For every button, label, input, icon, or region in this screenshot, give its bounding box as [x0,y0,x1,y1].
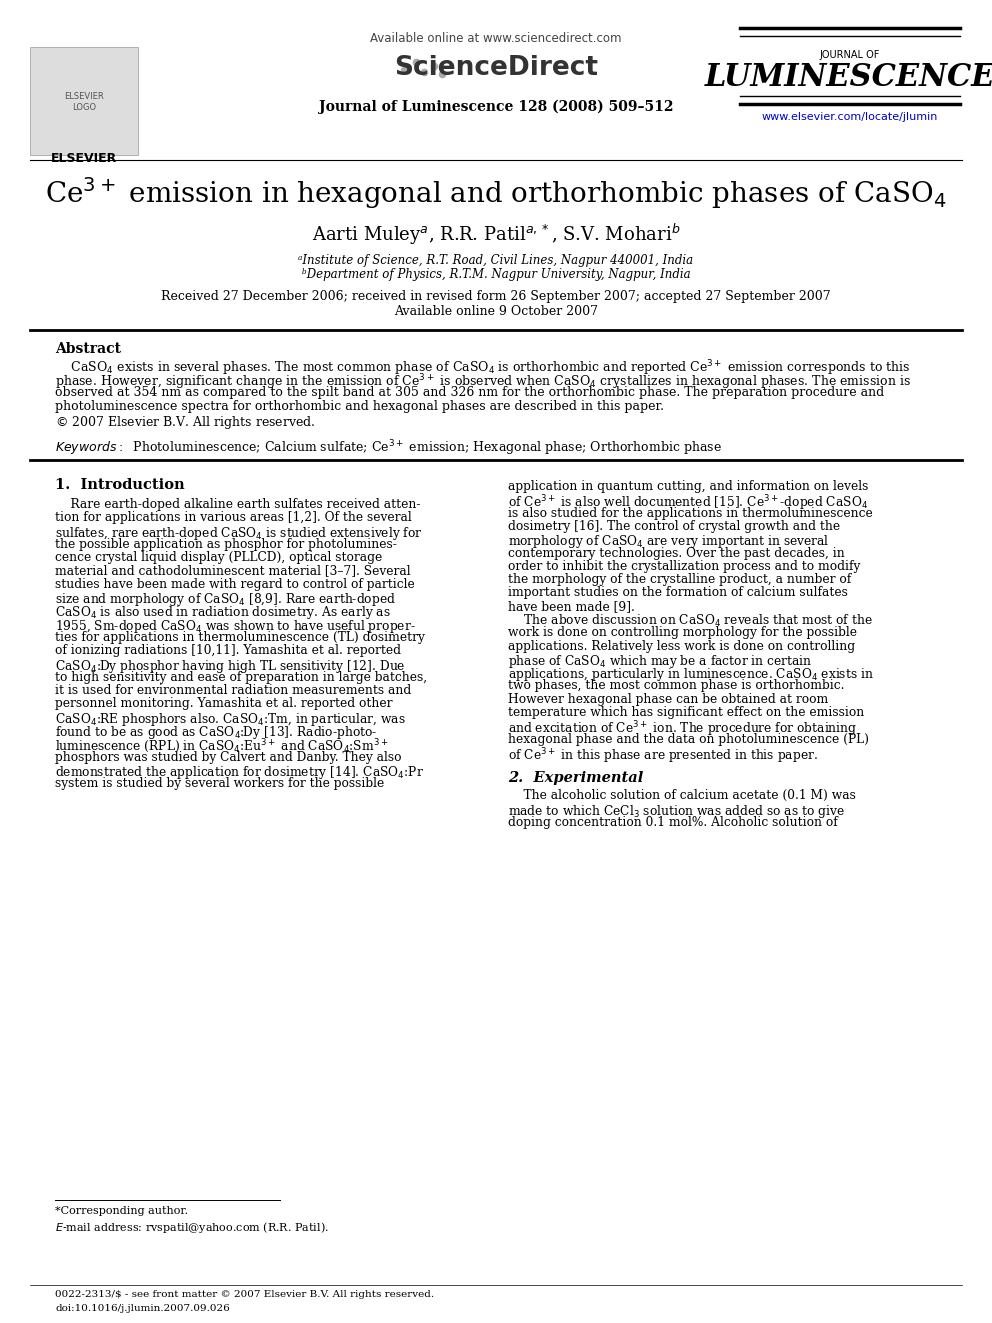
Text: important studies on the formation of calcium sulfates: important studies on the formation of ca… [508,586,848,599]
Bar [30,48,138,155]
Text: personnel monitoring. Yamashita et al. reported other: personnel monitoring. Yamashita et al. r… [55,697,393,710]
Text: it is used for environmental radiation measurements and: it is used for environmental radiation m… [55,684,412,697]
Text: demonstrated the application for dosimetry [14]. CaSO$_4$:Pr: demonstrated the application for dosimet… [55,763,424,781]
Text: hexagonal phase and the data on photoluminescence (PL): hexagonal phase and the data on photolum… [508,733,869,746]
Text: system is studied by several workers for the possible: system is studied by several workers for… [55,778,384,790]
Text: cence crystal liquid display (PLLCD), optical storage: cence crystal liquid display (PLLCD), op… [55,552,382,564]
Text: ties for applications in thermoluminescence (TL) dosimetry: ties for applications in thermoluminesce… [55,631,425,644]
Text: phosphors was studied by Calvert and Danby. They also: phosphors was studied by Calvert and Dan… [55,750,402,763]
Text: $\it{E}$-mail address: rvspatil@yahoo.com (R.R. Patil).: $\it{E}$-mail address: rvspatil@yahoo.co… [55,1220,329,1234]
Text: ScienceDirect: ScienceDirect [394,56,598,81]
Text: *Corresponding author.: *Corresponding author. [55,1207,188,1216]
Text: $\mathit{Keywords:}$  Photoluminescence; Calcium sulfate; Ce$^{3+}$ emission; He: $\mathit{Keywords:}$ Photoluminescence; … [55,438,722,458]
Text: phase of CaSO$_4$ which may be a factor in certain: phase of CaSO$_4$ which may be a factor … [508,652,812,669]
Text: www.elsevier.com/locate/jlumin: www.elsevier.com/locate/jlumin [762,112,938,122]
Text: $\copyright$ 2007 Elsevier B.V. All rights reserved.: $\copyright$ 2007 Elsevier B.V. All righ… [55,414,315,431]
Text: to high sensitivity and ease of preparation in large batches,: to high sensitivity and ease of preparat… [55,671,428,684]
Text: luminescence (RPL) in CaSO$_4$:Eu$^{3+}$ and CaSO$_4$:Sm$^{3+}$: luminescence (RPL) in CaSO$_4$:Eu$^{3+}$… [55,737,389,755]
Text: LUMINESCENCE: LUMINESCENCE [704,62,992,93]
Text: temperature which has significant effect on the emission: temperature which has significant effect… [508,706,864,720]
Text: CaSO$_4$:Dy phosphor having high TL sensitivity [12]. Due: CaSO$_4$:Dy phosphor having high TL sens… [55,658,406,675]
Text: the morphology of the crystalline product, a number of: the morphology of the crystalline produc… [508,573,851,586]
Text: ᵃInstitute of Science, R.T. Road, Civil Lines, Nagpur 440001, India: ᵃInstitute of Science, R.T. Road, Civil … [299,254,693,267]
Text: 1955, Sm-doped CaSO$_4$ was shown to have useful proper-: 1955, Sm-doped CaSO$_4$ was shown to hav… [55,618,416,635]
Text: ELSEVIER
LOGO: ELSEVIER LOGO [64,93,104,111]
Text: work is done on controlling morphology for the possible: work is done on controlling morphology f… [508,626,857,639]
Text: of Ce$^{3+}$ is also well documented [15]. Ce$^{3+}$-doped CaSO$_4$: of Ce$^{3+}$ is also well documented [15… [508,493,868,513]
Text: have been made [9].: have been made [9]. [508,599,635,613]
Text: Aarti Muley$^a$, R.R. Patil$^{a,*}$, S.V. Mohari$^b$: Aarti Muley$^a$, R.R. Patil$^{a,*}$, S.V… [311,222,681,247]
Text: 1.  Introduction: 1. Introduction [55,478,185,492]
Text: 0022-2313/$ - see front matter © 2007 Elsevier B.V. All rights reserved.: 0022-2313/$ - see front matter © 2007 El… [55,1290,434,1299]
Text: dosimetry [16]. The control of crystal growth and the: dosimetry [16]. The control of crystal g… [508,520,840,533]
Text: tion for applications in various areas [1,2]. Of the several: tion for applications in various areas [… [55,511,412,524]
Text: JOURNAL OF: JOURNAL OF [819,50,880,60]
Text: order to inhibit the crystallization process and to modify: order to inhibit the crystallization pro… [508,560,860,573]
Text: applications, particularly in luminescence. CaSO$_4$ exists in: applications, particularly in luminescen… [508,667,874,683]
Text: material and cathodoluminescent material [3–7]. Several: material and cathodoluminescent material… [55,565,411,578]
Text: ELSEVIER: ELSEVIER [51,152,117,165]
Text: Abstract: Abstract [55,343,121,356]
Text: the possible application as phosphor for photolumines-: the possible application as phosphor for… [55,538,397,550]
Text: of ionizing radiations [10,11]. Yamashita et al. reported: of ionizing radiations [10,11]. Yamashit… [55,644,401,658]
Text: doping concentration 0.1 mol%. Alcoholic solution of: doping concentration 0.1 mol%. Alcoholic… [508,816,838,830]
Text: Ce$^{3+}$ emission in hexagonal and orthorhombic phases of CaSO$_4$: Ce$^{3+}$ emission in hexagonal and orth… [46,175,946,210]
Text: Available online 9 October 2007: Available online 9 October 2007 [394,306,598,318]
Text: 2.  Experimental: 2. Experimental [508,771,643,786]
Text: two phases, the most common phase is orthorhombic.: two phases, the most common phase is ort… [508,680,844,692]
Text: contemporary technologies. Over the past decades, in: contemporary technologies. Over the past… [508,546,845,560]
Text: CaSO$_4$ is also used in radiation dosimetry. As early as: CaSO$_4$ is also used in radiation dosim… [55,605,391,622]
Text: Received 27 December 2006; received in revised form 26 September 2007; accepted : Received 27 December 2006; received in r… [161,290,831,303]
Text: However hexagonal phase can be obtained at room: However hexagonal phase can be obtained … [508,693,828,705]
Text: doi:10.1016/j.jlumin.2007.09.026: doi:10.1016/j.jlumin.2007.09.026 [55,1304,230,1312]
Text: observed at 354 nm as compared to the spilt band at 305 and 326 nm for the ortho: observed at 354 nm as compared to the sp… [55,386,884,400]
Text: Journal of Luminescence 128 (2008) 509–512: Journal of Luminescence 128 (2008) 509–5… [318,101,674,114]
Text: found to be as good as CaSO$_4$:Dy [13]. Radio-photo-: found to be as good as CaSO$_4$:Dy [13].… [55,724,377,741]
Text: Available online at www.sciencedirect.com: Available online at www.sciencedirect.co… [370,32,622,45]
Text: The above discussion on CaSO$_4$ reveals that most of the: The above discussion on CaSO$_4$ reveals… [508,613,873,630]
Text: applications. Relatively less work is done on controlling: applications. Relatively less work is do… [508,639,855,652]
Text: morphology of CaSO$_4$ are very important in several: morphology of CaSO$_4$ are very importan… [508,533,829,550]
Text: sulfates, rare earth-doped CaSO$_4$ is studied extensively for: sulfates, rare earth-doped CaSO$_4$ is s… [55,525,423,541]
Text: made to which CeCl$_3$ solution was added so as to give: made to which CeCl$_3$ solution was adde… [508,803,845,820]
Text: studies have been made with regard to control of particle: studies have been made with regard to co… [55,578,415,591]
Text: CaSO$_4$ exists in several phases. The most common phase of CaSO$_4$ is orthorho: CaSO$_4$ exists in several phases. The m… [55,359,911,377]
Text: of Ce$^{3+}$ in this phase are presented in this paper.: of Ce$^{3+}$ in this phase are presented… [508,746,817,766]
Text: CaSO$_4$:RE phosphors also. CaSO$_4$:Tm, in particular, was: CaSO$_4$:RE phosphors also. CaSO$_4$:Tm,… [55,710,406,728]
Text: photoluminescence spectra for orthorhombic and hexagonal phases are described in: photoluminescence spectra for orthorhomb… [55,400,664,413]
Text: is also studied for the applications in thermoluminescence: is also studied for the applications in … [508,507,873,520]
Text: ᵇDepartment of Physics, R.T.M. Nagpur University, Nagpur, India: ᵇDepartment of Physics, R.T.M. Nagpur Un… [302,269,690,280]
Text: and excitation of Ce$^{3+}$ ion. The procedure for obtaining: and excitation of Ce$^{3+}$ ion. The pro… [508,720,857,740]
Text: size and morphology of CaSO$_4$ [8,9]. Rare earth-doped: size and morphology of CaSO$_4$ [8,9]. R… [55,591,396,609]
Text: application in quantum cutting, and information on levels: application in quantum cutting, and info… [508,480,868,493]
Text: Rare earth-doped alkaline earth sulfates received atten-: Rare earth-doped alkaline earth sulfates… [55,497,421,511]
Text: The alcoholic solution of calcium acetate (0.1 M) was: The alcoholic solution of calcium acetat… [508,790,856,802]
Text: phase. However, significant change in the emission of Ce$^{3+}$ is observed when: phase. However, significant change in th… [55,372,911,392]
